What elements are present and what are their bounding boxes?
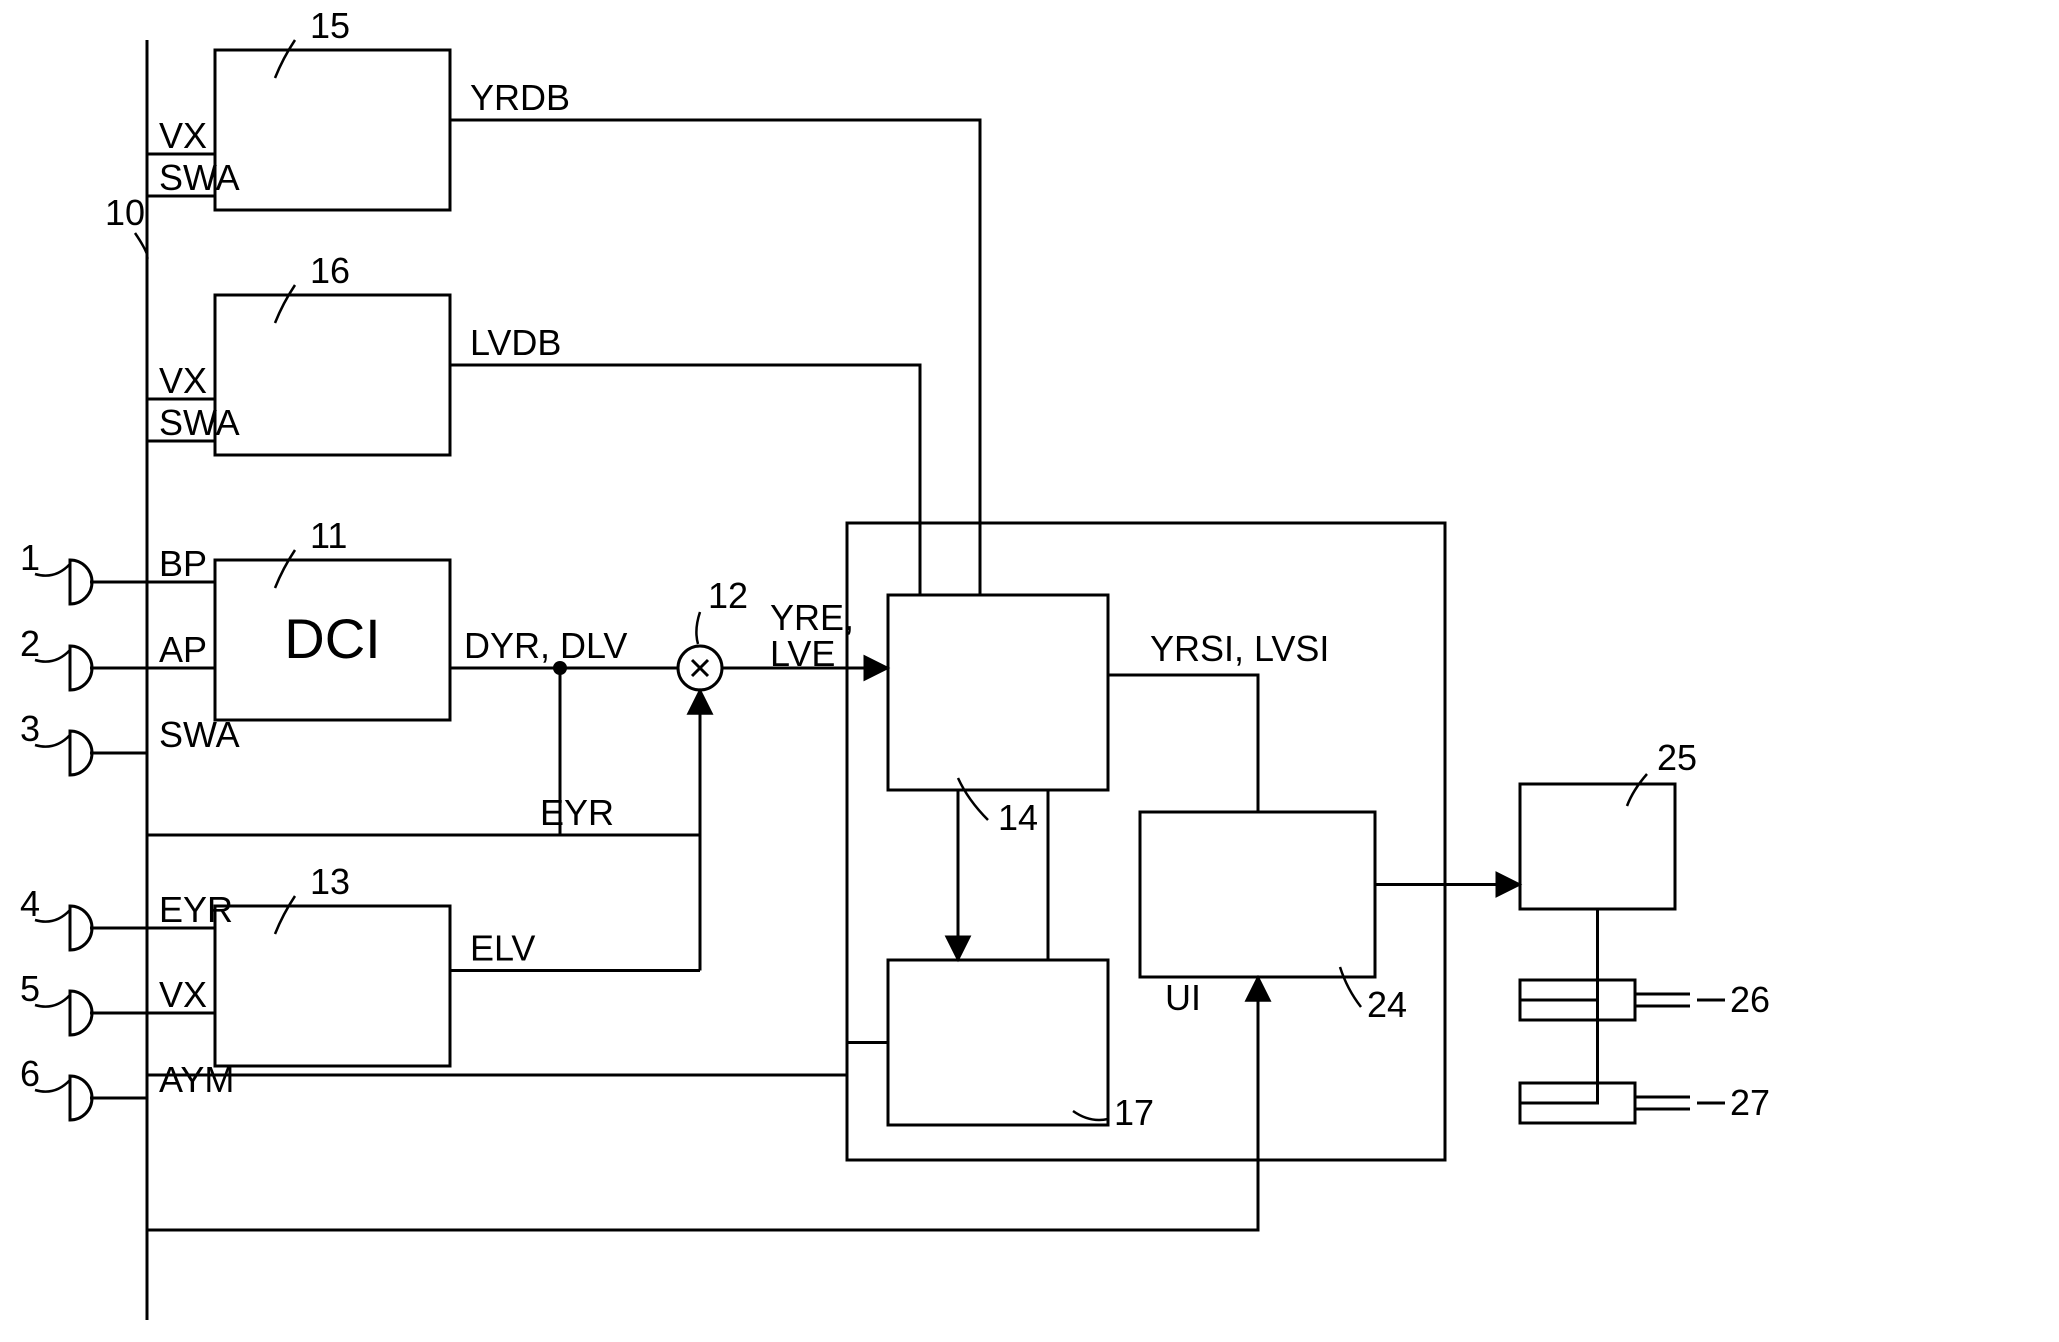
sensor-signal-5: VX bbox=[159, 974, 207, 1015]
w-lvdb bbox=[450, 365, 920, 523]
block-13 bbox=[215, 906, 450, 1066]
leader-sensor-6 bbox=[35, 1080, 70, 1092]
block-17 bbox=[888, 960, 1108, 1125]
ref-14: 14 bbox=[998, 797, 1038, 838]
lbl-eyr: EYR bbox=[540, 792, 614, 833]
ref-27: 27 bbox=[1730, 1082, 1770, 1123]
leader-13 bbox=[275, 896, 295, 934]
b16-in2: SWA bbox=[159, 402, 240, 443]
sensor-num-3: 3 bbox=[20, 708, 40, 749]
w-aym-24 bbox=[147, 977, 1258, 1230]
inner-11: DCI bbox=[284, 607, 380, 670]
leader-17 bbox=[1073, 1111, 1108, 1120]
leader-24 bbox=[1340, 967, 1361, 1007]
leader-14 bbox=[958, 778, 988, 820]
block-15 bbox=[215, 50, 450, 210]
leader-11 bbox=[275, 550, 295, 588]
lbl-lvdb: LVDB bbox=[470, 322, 561, 363]
sensor-signal-1: BP bbox=[159, 543, 207, 584]
leader-25 bbox=[1627, 774, 1647, 806]
leader-sensor-3 bbox=[35, 735, 70, 747]
sensor-1 bbox=[70, 560, 92, 604]
sensor-5 bbox=[70, 991, 92, 1035]
lbl-elv: ELV bbox=[470, 928, 535, 969]
block-24 bbox=[1140, 812, 1375, 977]
b15-in2: SWA bbox=[159, 157, 240, 198]
w-25-27 bbox=[1520, 1000, 1598, 1103]
sensor-num-4: 4 bbox=[20, 883, 40, 924]
sensor-2 bbox=[70, 646, 92, 690]
block-25 bbox=[1520, 784, 1675, 909]
outer-box bbox=[847, 523, 1445, 1160]
sensor-num-5: 5 bbox=[20, 968, 40, 1009]
ref-11: 11 bbox=[310, 515, 347, 556]
lbl-yre2: LVE bbox=[770, 633, 835, 674]
leader-sensor-4 bbox=[35, 910, 70, 922]
lbl-yre1: YRE, bbox=[770, 597, 854, 638]
b15-in1: VX bbox=[159, 115, 207, 156]
sensor-4 bbox=[70, 906, 92, 950]
ref-13: 13 bbox=[310, 861, 350, 902]
ref-26: 26 bbox=[1730, 979, 1770, 1020]
ref-24: 24 bbox=[1367, 984, 1407, 1025]
lbl-yrsi: YRSI, LVSI bbox=[1150, 628, 1329, 669]
leader-16 bbox=[275, 285, 295, 323]
leader-12 bbox=[696, 612, 700, 644]
ref-25: 25 bbox=[1657, 737, 1697, 778]
ref-15: 15 bbox=[310, 5, 350, 46]
sensor-num-2: 2 bbox=[20, 623, 40, 664]
sensor-num-1: 1 bbox=[20, 537, 40, 578]
leader-sensor-1 bbox=[35, 564, 70, 576]
sensor-3 bbox=[70, 731, 92, 775]
ref-12: 12 bbox=[708, 575, 748, 616]
sensor-signal-4: EYR bbox=[159, 889, 233, 930]
ref-16: 16 bbox=[310, 250, 350, 291]
lbl-yrdb: YRDB bbox=[470, 77, 570, 118]
w-eyr bbox=[147, 690, 700, 835]
block-16 bbox=[215, 295, 450, 455]
w-yrsi bbox=[1108, 675, 1258, 812]
lbl-dyr-dlv: DYR, DLV bbox=[464, 625, 627, 666]
ref-17: 17 bbox=[1114, 1092, 1154, 1133]
sensor-num-6: 6 bbox=[20, 1053, 40, 1094]
block-14 bbox=[888, 595, 1108, 790]
sensor-signal-2: AP bbox=[159, 629, 207, 670]
b16-in1: VX bbox=[159, 360, 207, 401]
leader-sensor-2 bbox=[35, 650, 70, 662]
sensor-6 bbox=[70, 1076, 92, 1120]
lbl-ui: UI bbox=[1165, 977, 1201, 1018]
leader-sensor-5 bbox=[35, 995, 70, 1007]
bus-ref: 10 bbox=[105, 192, 145, 233]
leader-15 bbox=[275, 40, 295, 78]
